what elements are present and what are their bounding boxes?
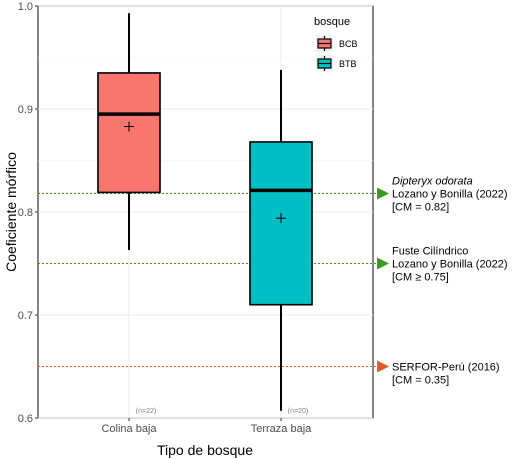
boxes: (n=22) (n=20) [97,13,313,415]
legend-item-BCB: BCB [316,35,358,52]
y-axis-title: Coeficiente mórfico [3,152,19,272]
box-body [97,72,161,194]
legend: bosque BCB BTB [314,16,358,72]
reference-lines [38,187,389,373]
reference-annotation: SERFOR-Perú (2016) [392,362,500,374]
reference-annotation: [CM = 0.82] [392,201,449,213]
legend-label: BCB [339,39,358,49]
reference-annotation: [CM = 0.35] [392,375,449,387]
reference-annotation: Dipteryx odorata [392,175,473,187]
legend-item-BTB: BTB [316,55,357,72]
legend-label: BTB [339,59,357,69]
reference-annotation: [CM ≥ 0.75] [392,272,449,284]
x-axis-ticks: Colina baja Terraza baja [101,418,312,435]
y-tick-label: 0.6 [18,413,33,425]
reference-annotation: Lozano y Bonilla (2022) [392,259,508,271]
n-label: (n=20) [288,408,308,415]
x-tick-label: Colina baja [101,423,157,435]
box-body [249,141,313,306]
x-axis-title: Tipo de bosque [157,442,253,458]
y-tick-label: 0.8 [18,207,33,219]
box-BCB: (n=22) [97,13,161,415]
reference-annotation: Fuste Cilíndrico [392,246,468,258]
arrow-icon [377,360,389,373]
box-BTB: (n=20) [249,69,313,415]
y-tick-label: 1.0 [18,1,33,13]
arrow-icon [377,187,389,200]
y-tick-label: 0.7 [18,310,33,322]
y-tick-label: 0.9 [18,104,33,116]
n-label: (n=22) [136,408,156,415]
x-tick-label: Terraza baja [251,423,312,435]
legend-title: bosque [314,16,350,28]
y-axis-ticks: 0.6 0.7 0.8 0.9 1.0 [18,1,38,425]
reference-annotation: Lozano y Bonilla (2022) [392,188,508,200]
arrow-icon [377,257,389,270]
